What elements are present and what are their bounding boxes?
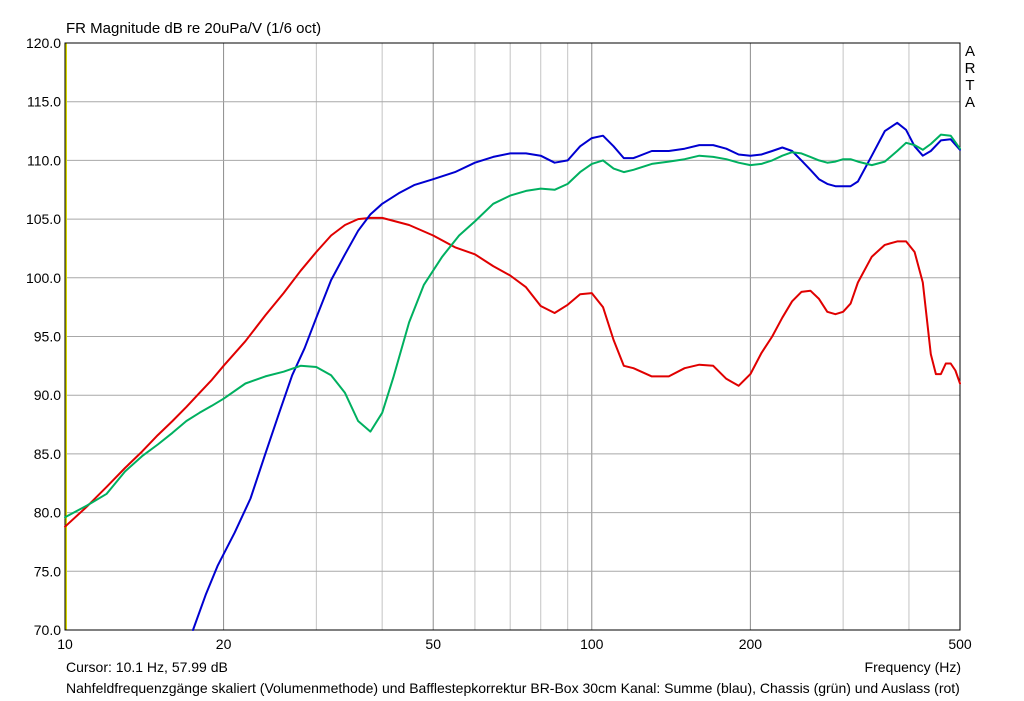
arta-brand: A R T A <box>963 43 977 111</box>
y-tick-label: 95.0 <box>34 329 61 345</box>
y-tick-label: 85.0 <box>34 446 61 462</box>
y-tick-label: 120.0 <box>26 35 61 51</box>
x-tick-label: 500 <box>948 636 972 652</box>
x-tick-label: 200 <box>739 636 763 652</box>
brand-letter: T <box>965 77 975 94</box>
x-tick-label: 20 <box>216 636 232 652</box>
series-line <box>192 121 961 631</box>
brand-letter: A <box>964 43 975 60</box>
x-tick-label: 10 <box>57 636 73 652</box>
y-tick-label: 110.0 <box>27 152 61 168</box>
y-tick-label: 70.0 <box>34 622 61 638</box>
brand-letter: R <box>964 60 976 77</box>
series-line <box>64 133 961 519</box>
y-tick-label: 105.0 <box>26 211 61 227</box>
y-tick-label: 75.0 <box>34 563 61 579</box>
cursor-readout: Cursor: 10.1 Hz, 57.99 dB <box>66 659 228 675</box>
y-tick-label: 115.0 <box>27 94 61 110</box>
series-line <box>64 216 961 528</box>
y-tick-label: 90.0 <box>34 387 61 403</box>
x-tick-label: 100 <box>580 636 604 652</box>
chart-title: FR Magnitude dB re 20uPa/V (1/6 oct) <box>66 20 322 37</box>
y-tick-label: 100.0 <box>26 270 61 286</box>
plot-frame <box>64 42 961 631</box>
x-tick-label: 50 <box>425 636 441 652</box>
x-axis-label: Frequency (Hz) <box>864 659 961 675</box>
chart-caption: Nahfeldfrequenzgänge skaliert (Volumenme… <box>66 680 960 696</box>
brand-letter: A <box>964 94 975 111</box>
y-tick-label: 80.0 <box>34 505 61 521</box>
